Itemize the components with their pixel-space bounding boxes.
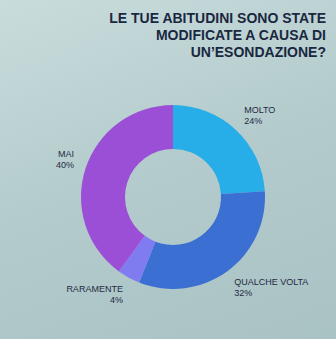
svg-text:MOLTO24%: MOLTO24% [244, 105, 275, 126]
html-text:LE TUE ABITUDINI SONO STATE MO: LE TUE ABITUDINI SONO STATE MODIFICATE A… [109, 10, 326, 60]
svg-text:MAI40%: MAI40% [56, 149, 74, 170]
svg-text:RARAMENTE4%: RARAMENTE4% [66, 284, 123, 305]
svg-text:QUALCHE VOLTA32%: QUALCHE VOLTA32% [234, 277, 308, 298]
